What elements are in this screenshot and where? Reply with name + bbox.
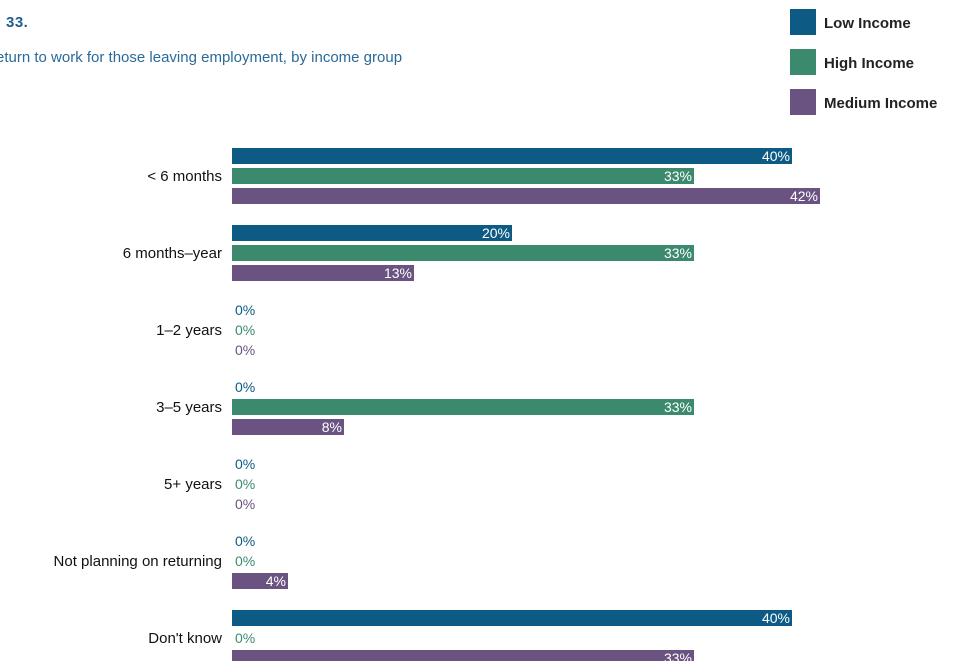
- data-label: 0%: [235, 533, 255, 549]
- category-label: Not planning on returning: [54, 553, 222, 570]
- bar: [232, 419, 344, 435]
- figure-number: 33.: [6, 14, 29, 31]
- legend-swatch: [790, 9, 816, 35]
- data-label: 33%: [664, 399, 692, 415]
- category-label: < 6 months: [147, 168, 222, 185]
- legend: Low Income High Income Medium Income: [790, 9, 937, 115]
- data-label: 0%: [235, 379, 255, 395]
- bar: [232, 265, 414, 281]
- bar: [232, 245, 694, 261]
- bar: [232, 650, 694, 661]
- data-label: 33%: [664, 650, 692, 661]
- bar: [232, 399, 694, 415]
- bar: [232, 573, 288, 589]
- bar: [232, 188, 820, 204]
- legend-label: Medium Income: [824, 95, 937, 112]
- data-label: 33%: [664, 168, 692, 184]
- data-label: 0%: [235, 496, 255, 512]
- legend-label: Low Income: [824, 15, 911, 32]
- data-label: 0%: [235, 456, 255, 472]
- data-label: 0%: [235, 322, 255, 338]
- data-label: 0%: [235, 476, 255, 492]
- category-label: 5+ years: [164, 476, 222, 493]
- bar: [232, 148, 792, 164]
- legend-label: High Income: [824, 55, 914, 72]
- legend-swatch: [790, 49, 816, 75]
- data-label: 0%: [235, 553, 255, 569]
- bar: [232, 168, 694, 184]
- data-label: 8%: [322, 419, 342, 435]
- category-label: 3–5 years: [156, 399, 222, 416]
- data-label: 33%: [664, 245, 692, 261]
- legend-swatch: [790, 89, 816, 115]
- category-label: Don't know: [148, 630, 222, 647]
- data-label: 40%: [762, 148, 790, 164]
- bar: [232, 225, 512, 241]
- chart-title: eturn to work for those leaving employme…: [0, 49, 403, 66]
- data-label: 40%: [762, 610, 790, 626]
- data-label: 0%: [235, 302, 255, 318]
- data-label: 42%: [790, 188, 818, 204]
- bar: [232, 610, 792, 626]
- data-label: 13%: [384, 265, 412, 281]
- data-label: 20%: [482, 225, 510, 241]
- chart-bars: < 6 months 40% 33% 42% 6 months–year 20% 33% 13…: [54, 148, 820, 661]
- category-label: 6 months–year: [123, 245, 222, 262]
- category-label: 1–2 years: [156, 322, 222, 339]
- data-label: 0%: [235, 630, 255, 646]
- data-label: 4%: [266, 573, 286, 589]
- data-label: 0%: [235, 342, 255, 358]
